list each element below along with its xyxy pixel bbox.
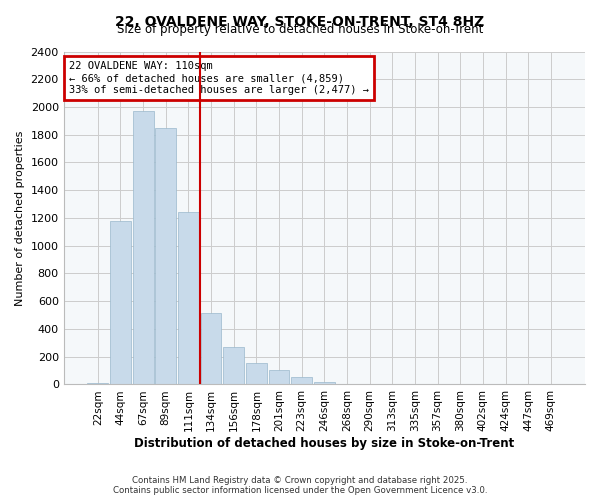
Bar (200, 313, 221, 384)
Bar (178, 212, 199, 384)
Bar (269, 370, 289, 384)
X-axis label: Distribution of detached houses by size in Stoke-on-Trent: Distribution of detached houses by size … (134, 437, 514, 450)
Bar (155, 128, 176, 384)
Text: 22, OVALDENE WAY, STOKE-ON-TRENT, ST4 8HZ: 22, OVALDENE WAY, STOKE-ON-TRENT, ST4 8H… (115, 15, 485, 29)
Text: Contains HM Land Registry data © Crown copyright and database right 2025.
Contai: Contains HM Land Registry data © Crown c… (113, 476, 487, 495)
Text: Size of property relative to detached houses in Stoke-on-Trent: Size of property relative to detached ho… (117, 22, 483, 36)
Bar (133, 111, 154, 384)
Bar (223, 347, 244, 385)
Bar (291, 377, 312, 384)
Bar (246, 363, 267, 384)
Y-axis label: Number of detached properties: Number of detached properties (15, 130, 25, 306)
Bar (110, 222, 131, 384)
Bar (88, 383, 108, 384)
Bar (314, 382, 335, 384)
Text: 22 OVALDENE WAY: 110sqm
← 66% of detached houses are smaller (4,859)
33% of semi: 22 OVALDENE WAY: 110sqm ← 66% of detache… (69, 62, 369, 94)
